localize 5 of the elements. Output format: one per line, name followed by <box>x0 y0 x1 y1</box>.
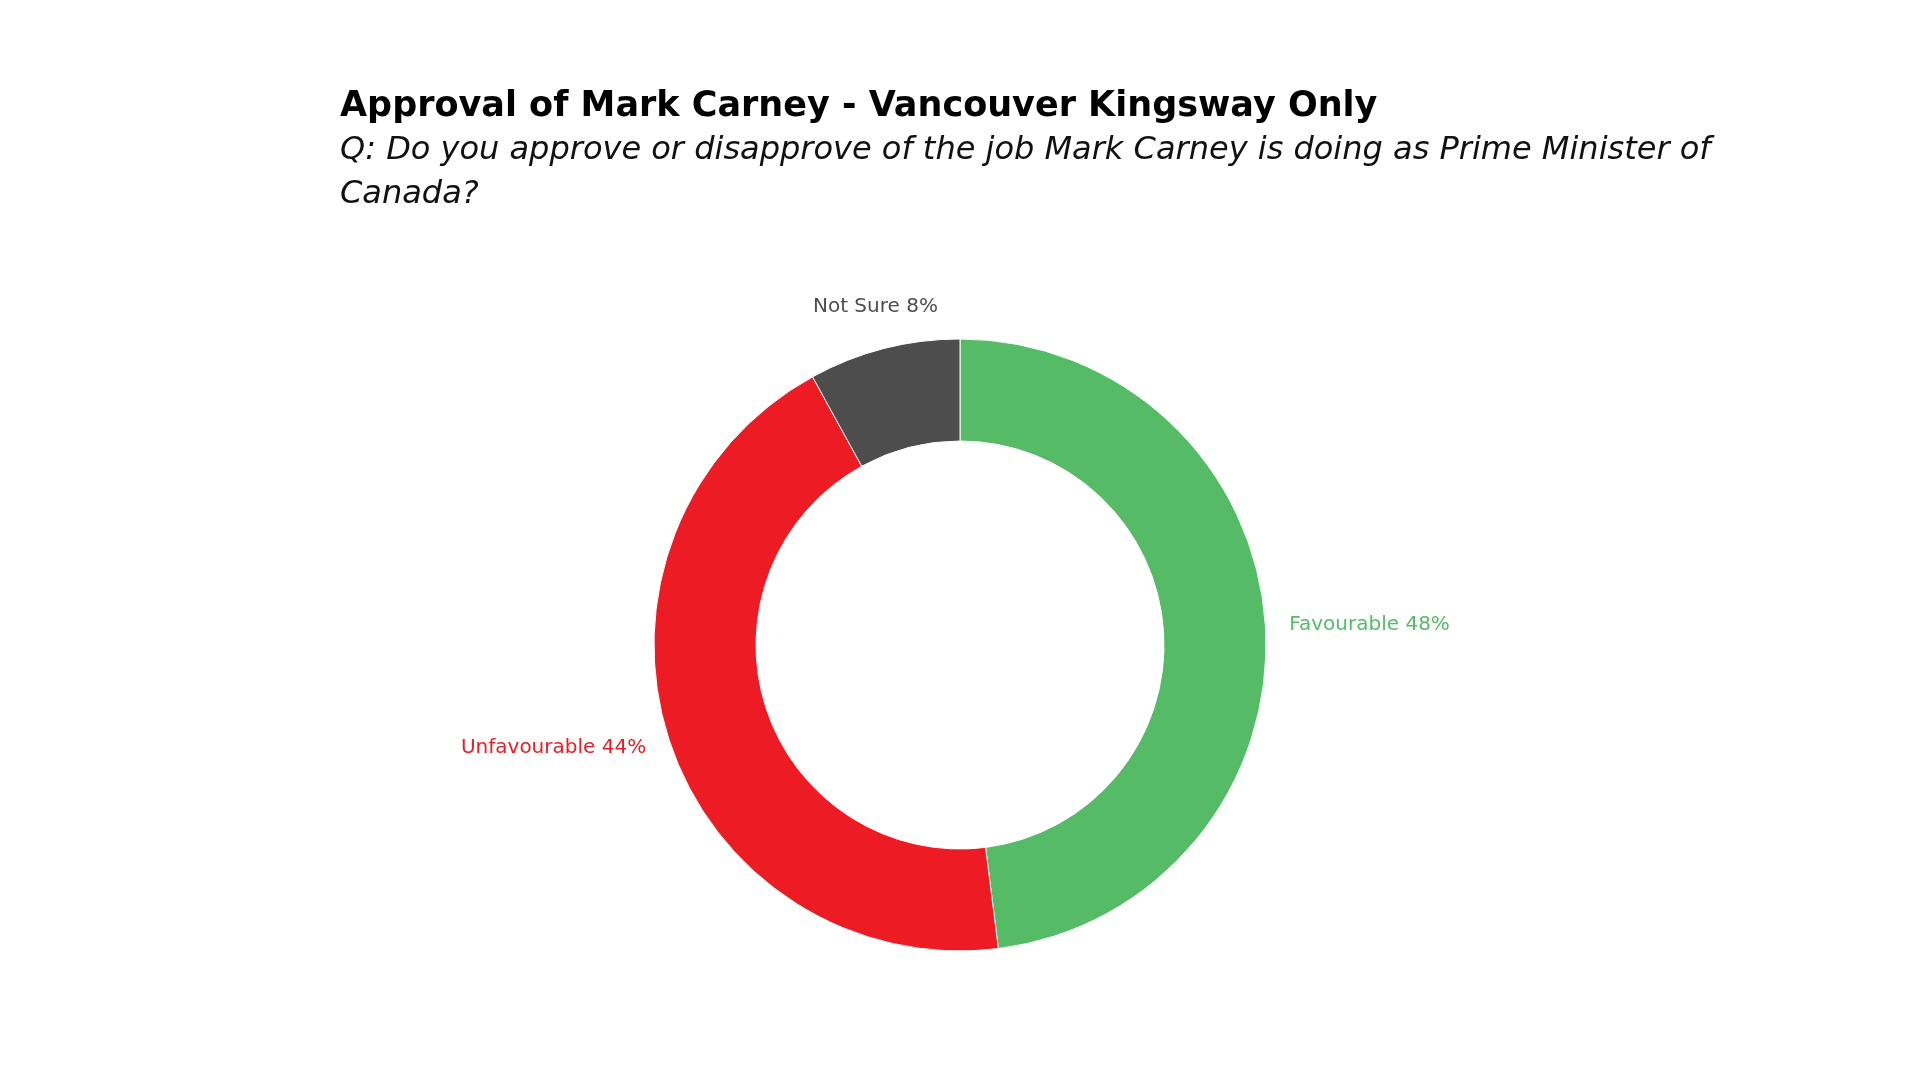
slice-label: Not Sure 8% <box>812 292 938 317</box>
chart-title: Approval of Mark Carney - Vancouver Kingsway Only <box>340 83 1379 126</box>
slice-label: Favourable 48% <box>1289 611 1450 636</box>
slice-label: Unfavourable 44% <box>460 733 647 758</box>
chart-subtitle: Q: Do you approve or disapprove of the job Mark Carney is doing as Prime Minister of Canada? <box>340 128 1716 213</box>
